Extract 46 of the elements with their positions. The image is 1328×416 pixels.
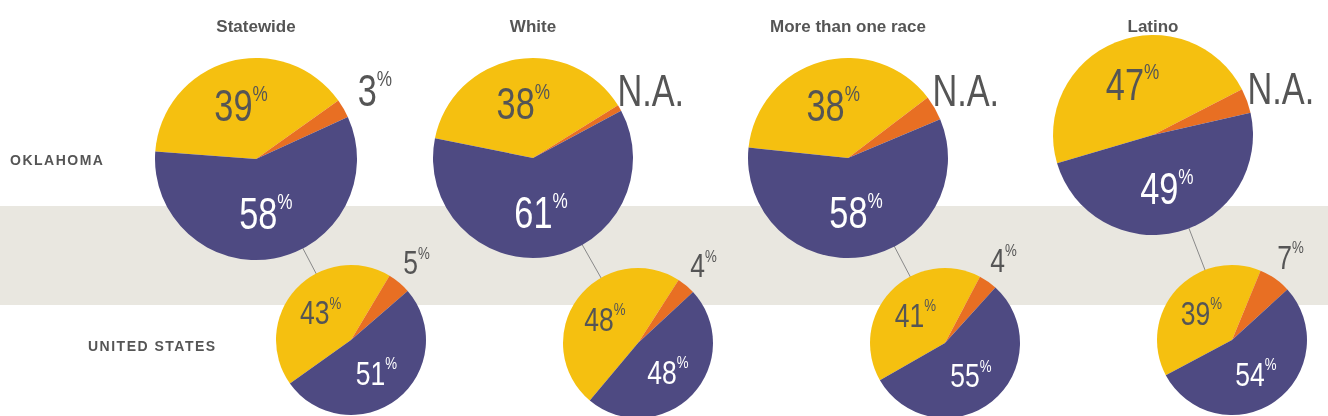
chart-title: Latino <box>1126 17 1180 37</box>
data-label: 39$^{%}$ <box>214 80 268 131</box>
pie-slice <box>155 58 339 159</box>
text: UNITED STATES <box>88 338 217 354</box>
data-label: 38$^{%}$ <box>806 80 860 130</box>
data-label: 38$^{%}$ <box>496 79 550 129</box>
data-label: 41$^{%}$ <box>894 295 936 334</box>
data-label: 54$^{%}$ <box>1235 354 1277 393</box>
pie-slice <box>1153 89 1251 135</box>
data-label: 55$^{%}$ <box>950 356 992 395</box>
data-label: 58$^{%}$ <box>239 189 293 239</box>
data-label: 49$^{%}$ <box>1140 163 1194 213</box>
pie-slice <box>563 268 679 401</box>
data-label: 58$^{%}$ <box>829 187 883 237</box>
pie-slice <box>256 100 348 159</box>
data-label: 4$^{%}$ <box>990 240 1017 279</box>
pie-slice <box>289 290 426 415</box>
data-label: 7$^{%}$ <box>1277 237 1304 276</box>
data-label: 48$^{%}$ <box>647 352 689 391</box>
pie-slice <box>945 276 996 343</box>
data-label: 47$^{%}$ <box>1105 59 1160 109</box>
text: OKLAHOMA <box>10 152 105 168</box>
data-label: 3$^{%}$ <box>357 65 393 115</box>
pie-slice <box>638 279 694 343</box>
pie-slice <box>1165 289 1307 415</box>
data-label: 5$^{%}$ <box>403 242 430 281</box>
data-label: 51$^{%}$ <box>355 353 398 392</box>
pie-slice <box>351 275 408 340</box>
pie-slice <box>434 58 618 158</box>
data-label: 43$^{%}$ <box>300 293 342 331</box>
data-label: 4$^{%}$ <box>690 245 717 284</box>
pie-slice <box>748 58 928 158</box>
data-label: 39$^{%}$ <box>1180 293 1223 332</box>
chart-title: White <box>508 17 558 37</box>
pie-slice <box>879 287 1020 416</box>
pie-slice <box>1057 112 1253 235</box>
pie-slice <box>748 119 948 258</box>
chart-title: Statewide <box>215 17 297 37</box>
data-label: N.A. <box>932 65 1000 115</box>
data-label: 48$^{%}$ <box>584 299 626 338</box>
data-label: N.A. <box>1247 63 1315 114</box>
pie-slice <box>1232 270 1288 340</box>
chart-title: More than one race <box>769 17 927 37</box>
pie-slice <box>1053 35 1242 164</box>
data-label: N.A. <box>617 65 685 115</box>
data-label: 61$^{%}$ <box>514 187 568 237</box>
